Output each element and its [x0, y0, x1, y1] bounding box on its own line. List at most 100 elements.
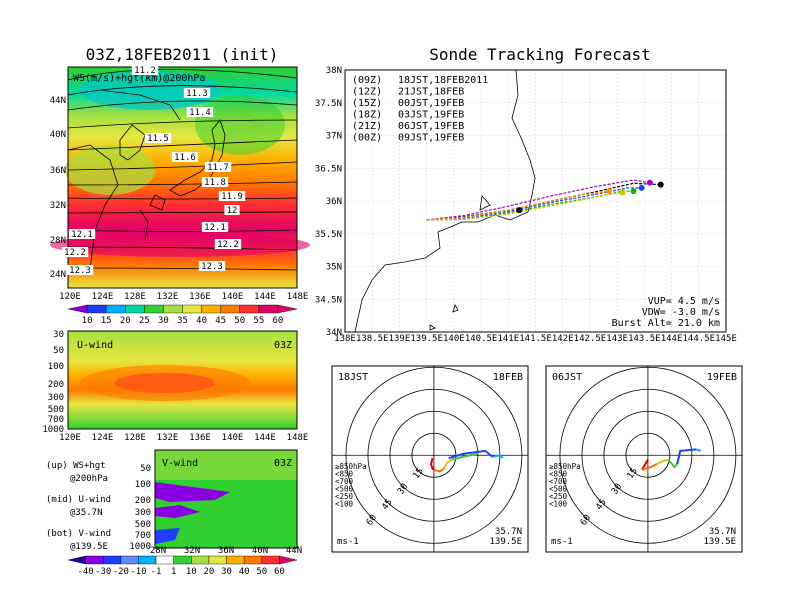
uwind-lon-tick: 144E — [254, 433, 276, 443]
vwind-lat-tick: 40N — [252, 546, 268, 556]
hodo-trace — [492, 454, 504, 459]
track-endpoint-(00Z) — [605, 188, 612, 195]
ws-colorbar-swatch — [105, 304, 126, 314]
low-wind-area — [80, 70, 220, 110]
track-endpoint-(21Z) — [619, 189, 626, 196]
contour-label-bg — [186, 107, 214, 117]
track-y-tick: 35.5N — [315, 230, 342, 240]
panel-notes: (up) WS+hgt @200hPa (mid) U-wind @35.7N (bot… — [46, 461, 111, 552]
map-lon-tick: 124E — [92, 292, 114, 302]
vwind-colorbar-tick: 40 — [239, 567, 250, 577]
hodo-pressure-legend: <850 — [549, 470, 568, 479]
vwind-p-tick: 500 — [135, 520, 151, 530]
contour-label-bg — [201, 177, 229, 187]
vwind-p-tick: 1000 — [129, 542, 151, 552]
vwind-colorbar-swatch — [103, 555, 122, 565]
hodo-trace — [641, 463, 658, 471]
ws-colorbar-swatch — [277, 304, 298, 314]
hodo-lon: 139.5E — [489, 537, 522, 547]
contour-label: 12.1 — [204, 223, 226, 233]
ws-colorbar-tick: 15 — [101, 316, 112, 326]
contour-label-bg — [68, 229, 96, 239]
ws-colorbar-swatch — [201, 304, 221, 314]
vwind-colorbar-swatch — [279, 555, 298, 565]
hodo-pressure-legend: ≥850hPa — [549, 462, 581, 471]
track-x-tick: 139.5E — [410, 334, 443, 344]
track-x-tick: 140E — [443, 334, 465, 344]
uwind-p-tick: 700 — [48, 415, 64, 425]
vwind-colorbar-tick: -10 — [130, 567, 146, 577]
vwind-colorbar-swatch — [208, 555, 227, 565]
vwind-lat-tick: 36N — [218, 546, 234, 556]
track-x-tick: 140.5E — [465, 334, 498, 344]
track-endpoint-(12Z) — [646, 179, 653, 186]
ws-colorbar-swatch — [144, 304, 164, 314]
track-x-tick: 141E — [497, 334, 519, 344]
track-x-tick: 143.5E — [628, 334, 661, 344]
contour-label-bg — [144, 133, 172, 143]
contour-label-bg — [131, 65, 159, 75]
hodo-time: 06JST — [552, 372, 582, 383]
vwind-time: 03Z — [274, 458, 292, 469]
note-line: @35.7N — [70, 508, 103, 518]
contour-label: 12.2 — [64, 248, 86, 258]
contour-label-bg — [183, 88, 211, 98]
hodo-unit: ms-1 — [337, 537, 359, 547]
vwind-colorbar-tick: 60 — [274, 567, 285, 577]
ws-colorbar-swatch — [220, 304, 240, 314]
track-series — [426, 179, 664, 221]
hodo-trace — [429, 457, 435, 471]
track-coastline — [354, 70, 536, 332]
contour-label: 12.3 — [69, 266, 91, 276]
uwind-lon-tick: 132E — [157, 433, 179, 443]
uwind-p-tick: 100 — [48, 362, 64, 372]
map-frame — [67, 66, 298, 289]
track-stat: VUP= 4.5 m/s — [648, 296, 720, 307]
vwind-p-tick: 700 — [135, 531, 151, 541]
track-y-tick: 34.5N — [315, 295, 342, 305]
vwind-colorbar-tick: 20 — [204, 567, 215, 577]
ws-colorbar-tick: 50 — [234, 316, 245, 326]
vwind-colorbar-tick: 50 — [256, 567, 267, 577]
hodo-pressure-legend: ≥850hPa — [335, 462, 367, 471]
uwind-p-tick: 30 — [53, 330, 64, 340]
vwind-colorbar-swatch — [191, 555, 210, 565]
hodo-lat: 35.7N — [709, 527, 736, 537]
track-legend-code: (15Z) — [352, 98, 382, 109]
hodo-pressure-legend: <500 — [335, 485, 354, 494]
map-lat-tick: 40N — [50, 130, 66, 140]
hodo-trace — [696, 448, 702, 452]
uwind-lon-tick: 120E — [59, 433, 81, 443]
ws-colorbar-tick: 45 — [215, 316, 226, 326]
vwind-colorbar-swatch — [243, 555, 262, 565]
vwind-colorbar-tick: -1 — [151, 567, 162, 577]
contour-label-bg — [201, 222, 229, 232]
uwind-lon-tick: 128E — [124, 433, 146, 443]
hodo-trace — [656, 458, 669, 465]
hodo-pressure-legend: <100 — [335, 500, 354, 509]
vwind-colorbar-swatch — [85, 555, 104, 565]
track-y-tick: 35N — [326, 263, 342, 273]
ws-colorbar-swatch — [67, 304, 88, 314]
vwind-colorbar-swatch — [226, 555, 245, 565]
contour-label-bg — [198, 261, 226, 271]
hodo-lat: 35.7N — [495, 527, 522, 537]
contour-label-bg — [61, 247, 89, 257]
track-panel: 138E 138.5E 139E 139.5E 140E 140.5E 141E 141.5E… — [315, 66, 737, 344]
vwind-colorbar-swatch — [261, 555, 280, 565]
uwind-time: 03Z — [274, 340, 292, 351]
hodo-pressure-legend: <700 — [549, 477, 568, 486]
contour-label: 11.3 — [186, 89, 208, 99]
contour-label: 12.2 — [217, 240, 239, 250]
jet-core — [50, 233, 310, 257]
hodo-pressure-legend: <250 — [549, 492, 568, 501]
track-legend-code: (12Z) — [352, 87, 382, 98]
contour-label: 11.9 — [221, 192, 243, 202]
contour-label-bg — [224, 205, 240, 215]
hodo-trace — [451, 452, 479, 461]
track-x-tick: 138E — [334, 334, 356, 344]
hodo-pressure-legend: <700 — [335, 477, 354, 486]
track-line-(15Z) — [426, 187, 642, 221]
